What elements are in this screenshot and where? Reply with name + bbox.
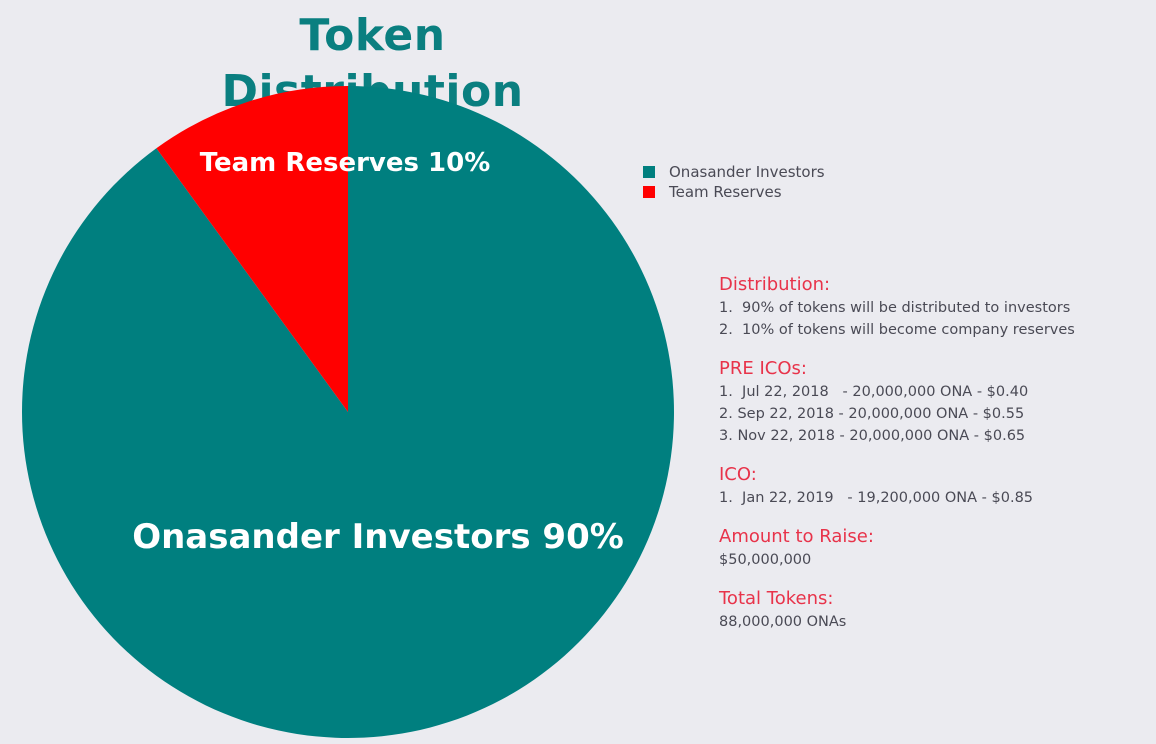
token-info-panel: Distribution: 1. 90% of tokens will be d… [719, 274, 1151, 650]
amount-to-raise-section: Amount to Raise: $50,000,000 [719, 526, 1151, 571]
total-tokens-section: Total Tokens: 88,000,000 ONAs [719, 588, 1151, 633]
pre-icos-section: PRE ICOs: 1. Jul 22, 2018 - 20,000,000 O… [719, 358, 1151, 447]
distribution-section: Distribution: 1. 90% of tokens will be d… [719, 274, 1151, 341]
pie-slice-onasander-investors [21, 86, 674, 738]
pie-chart: Onasander Investors 90% Team Reserves 10% [21, 86, 674, 738]
pie-slice-labels: Onasander Investors 90% Team Reserves 10% [132, 148, 624, 557]
pie-slices [21, 86, 674, 738]
distribution-heading: Distribution: [719, 274, 831, 295]
legend-swatch-team-reserves [643, 186, 655, 198]
ico-section: ICO: 1. Jan 22, 2019 - 19,200,000 ONA - … [719, 464, 1151, 509]
chart-legend: Onasander Investors Team Reserves [643, 162, 825, 202]
pre-ico-line: 2. Sep 22, 2018 - 20,000,000 ONA - $0.55 [719, 406, 1025, 422]
pre-icos-heading: PRE ICOs: [719, 358, 807, 379]
distribution-line: 2. 10% of tokens will become company res… [719, 322, 1075, 338]
pre-ico-line: 3. Nov 22, 2018 - 20,000,000 ONA - $0.65 [719, 428, 1026, 444]
total-tokens-value: 88,000,000 ONAs [719, 614, 847, 630]
legend-label-onasander-investors: Onasander Investors [669, 163, 825, 181]
legend-label-team-reserves: Team Reserves [669, 183, 782, 201]
amount-to-raise-value: $50,000,000 [719, 552, 812, 568]
legend-item-team-reserves: Team Reserves [643, 182, 825, 202]
legend-swatch-onasander-investors [643, 166, 655, 178]
distribution-line: 1. 90% of tokens will be distributed to … [719, 300, 1071, 316]
pre-ico-line: 1. Jul 22, 2018 - 20,000,000 ONA - $0.40 [719, 384, 1029, 400]
slice-label-team-reserves: Team Reserves 10% [200, 148, 491, 178]
ico-line: 1. Jan 22, 2019 - 19,200,000 ONA - $0.85 [719, 490, 1034, 506]
total-tokens-heading: Total Tokens: [719, 588, 834, 609]
slice-label-onasander-investors: Onasander Investors 90% [132, 517, 624, 557]
pie-slice-team-reserves [156, 86, 348, 412]
amount-to-raise-heading: Amount to Raise: [719, 526, 874, 547]
legend-item-onasander-investors: Onasander Investors [643, 162, 825, 182]
ico-heading: ICO: [719, 464, 757, 485]
